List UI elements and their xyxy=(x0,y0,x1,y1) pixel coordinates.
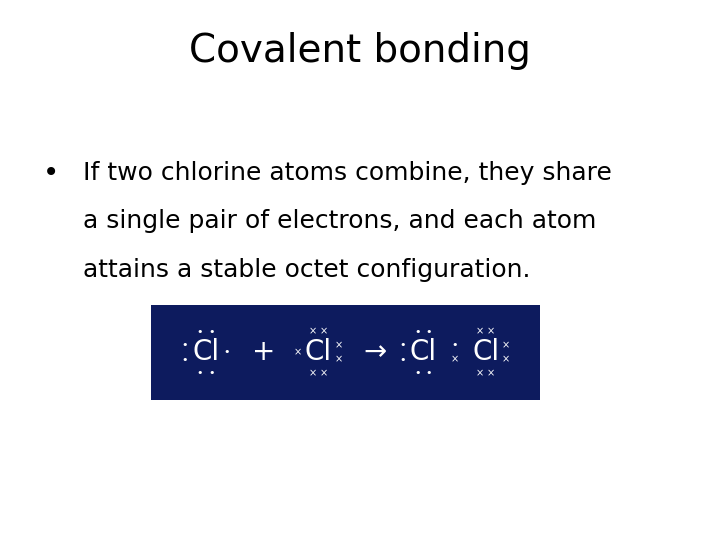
Text: •: • xyxy=(197,327,203,336)
FancyBboxPatch shape xyxy=(151,305,540,400)
Text: ×: × xyxy=(487,368,495,378)
Text: •: • xyxy=(415,368,421,378)
Text: •: • xyxy=(208,327,215,336)
Text: •: • xyxy=(426,368,432,378)
Text: ×: × xyxy=(309,327,317,336)
Text: •: • xyxy=(43,159,60,187)
Text: •: • xyxy=(208,368,215,378)
Text: ×: × xyxy=(309,368,317,378)
Text: ×: × xyxy=(476,368,484,378)
Text: •: • xyxy=(223,347,230,357)
Text: •: • xyxy=(451,340,458,350)
Text: •: • xyxy=(400,355,406,365)
Text: •: • xyxy=(182,340,189,350)
Text: Cl: Cl xyxy=(192,339,219,366)
Text: +: + xyxy=(252,339,276,366)
Text: ×: × xyxy=(294,347,302,357)
Text: ×: × xyxy=(320,368,328,378)
Text: ×: × xyxy=(476,327,484,336)
Text: Cl: Cl xyxy=(410,339,437,366)
Text: ×: × xyxy=(502,340,510,350)
Text: ×: × xyxy=(451,355,459,365)
Text: •: • xyxy=(400,340,406,350)
Text: Cl: Cl xyxy=(472,339,499,366)
Text: •: • xyxy=(182,355,189,365)
Text: •: • xyxy=(197,368,203,378)
Text: •: • xyxy=(415,327,421,336)
Text: →: → xyxy=(363,339,387,366)
Text: ×: × xyxy=(502,355,510,365)
Text: a single pair of electrons, and each atom: a single pair of electrons, and each ato… xyxy=(83,210,596,233)
Text: If two chlorine atoms combine, they share: If two chlorine atoms combine, they shar… xyxy=(83,161,612,185)
Text: •: • xyxy=(426,327,432,336)
Text: Covalent bonding: Covalent bonding xyxy=(189,32,531,70)
Text: attains a stable octet configuration.: attains a stable octet configuration. xyxy=(83,258,531,282)
Text: Cl: Cl xyxy=(305,339,332,366)
Text: ×: × xyxy=(335,355,343,365)
Text: ×: × xyxy=(320,327,328,336)
Text: ×: × xyxy=(487,327,495,336)
Text: ×: × xyxy=(335,340,343,350)
